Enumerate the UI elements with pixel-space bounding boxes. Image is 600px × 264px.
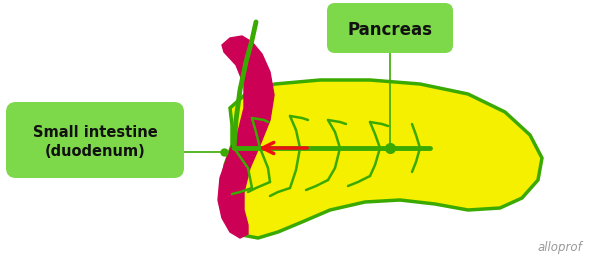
Text: Pancreas: Pancreas — [347, 21, 433, 39]
FancyBboxPatch shape — [327, 3, 453, 53]
Text: alloprof: alloprof — [537, 241, 582, 254]
FancyBboxPatch shape — [6, 102, 184, 178]
Polygon shape — [222, 80, 542, 238]
Text: Small intestine
(duodenum): Small intestine (duodenum) — [32, 125, 157, 159]
Polygon shape — [218, 36, 274, 238]
